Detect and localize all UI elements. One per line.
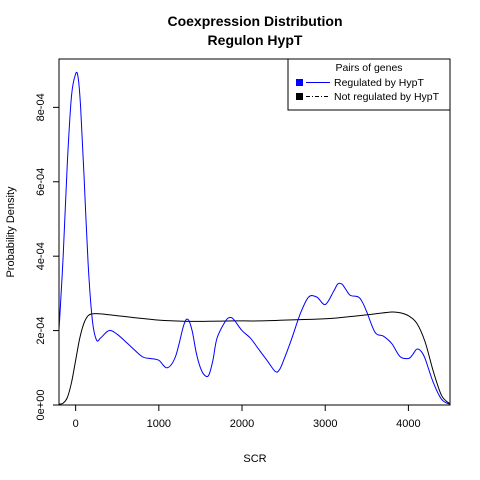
x-axis-label: SCR <box>243 453 266 465</box>
legend-swatch-regulated <box>296 79 303 86</box>
x-tick-label: 0 <box>73 418 79 430</box>
y-tick-label: 6e-04 <box>35 168 47 196</box>
y-axis: 0e+00 2e-04 4e-04 6e-04 8e-04 <box>35 93 59 420</box>
y-tick-label: 8e-04 <box>35 93 47 121</box>
legend-title: Pairs of genes <box>335 62 402 74</box>
x-axis: 0 1000 2000 3000 4000 <box>73 405 421 430</box>
x-tick-label: 2000 <box>230 418 254 430</box>
legend-swatch-not-regulated <box>296 93 303 100</box>
legend-label-regulated: Regulated by HypT <box>334 77 424 89</box>
chart-title: Coexpression Distribution <box>167 13 342 29</box>
y-tick-label: 4e-04 <box>35 242 47 270</box>
series-layer <box>59 71 450 405</box>
x-tick-label: 1000 <box>147 418 171 430</box>
y-tick-label: 0e+00 <box>35 390 47 421</box>
chart-subtitle: Regulon HypT <box>208 32 303 48</box>
legend-label-not-regulated: Not regulated by HypT <box>334 91 440 103</box>
series-line-regulated <box>59 71 450 405</box>
y-tick-label: 2e-04 <box>35 317 47 345</box>
x-tick-label: 4000 <box>396 418 420 430</box>
x-tick-label: 3000 <box>313 418 337 430</box>
plot-frame <box>58 58 451 406</box>
series-line-not-regulated <box>59 311 450 405</box>
y-axis-label: Probability Density <box>5 186 17 278</box>
legend: Pairs of genes Regulated by HypT Not reg… <box>287 58 451 111</box>
legend-box <box>287 58 451 111</box>
